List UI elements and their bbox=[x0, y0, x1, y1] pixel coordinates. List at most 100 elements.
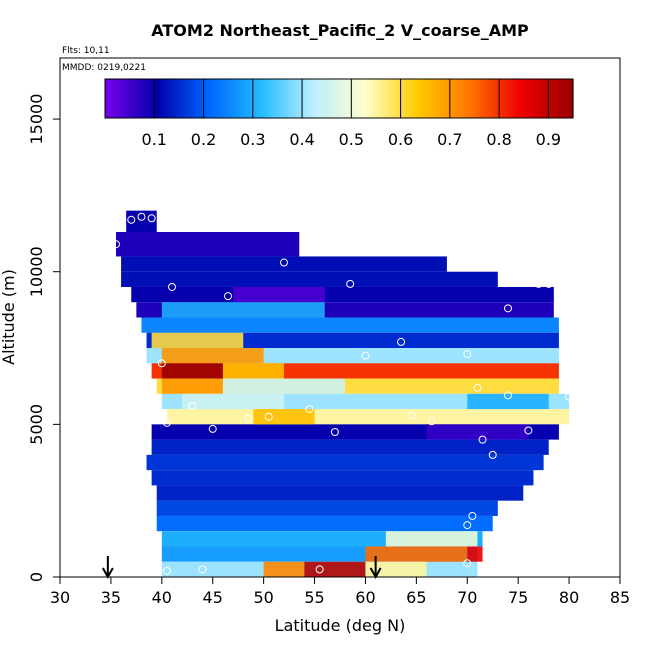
x-axis-title: Latitude (deg N) bbox=[275, 616, 406, 635]
colorbar-swatch bbox=[557, 79, 562, 118]
colorbar-swatch bbox=[487, 79, 492, 118]
sample-point bbox=[565, 392, 574, 401]
sample-point bbox=[162, 566, 171, 575]
colorbar-tick-label: 0.5 bbox=[339, 130, 364, 149]
colorbar-tick-label: 0.2 bbox=[191, 130, 216, 149]
sample-point bbox=[330, 427, 339, 436]
colorbar-swatch bbox=[483, 79, 488, 118]
colorbar-swatch bbox=[378, 79, 383, 118]
colorbar-swatch bbox=[537, 79, 543, 118]
x-tick-label: 35 bbox=[101, 588, 121, 607]
field-band bbox=[146, 332, 559, 349]
field-patch bbox=[365, 561, 427, 577]
colorbar-swatch bbox=[475, 79, 480, 118]
sample-point bbox=[157, 359, 166, 368]
colorbar-swatch bbox=[467, 79, 473, 118]
plot-frame bbox=[59, 57, 621, 578]
colorbar-swatch bbox=[354, 79, 360, 118]
colorbar-swatch bbox=[327, 79, 332, 118]
colorbar-swatch bbox=[307, 79, 313, 118]
colorbar-swatch bbox=[350, 79, 356, 118]
colorbar-swatch bbox=[171, 79, 176, 118]
colorbar-swatch bbox=[311, 79, 317, 118]
colorbar-swatch bbox=[370, 79, 375, 118]
colorbar-frame bbox=[104, 78, 574, 119]
colorbar-swatch bbox=[452, 79, 457, 118]
x-tick-label: 50 bbox=[253, 588, 273, 607]
colorbar-swatch bbox=[424, 79, 430, 118]
sample-point bbox=[437, 247, 446, 256]
x-tick-label: 55 bbox=[304, 588, 324, 607]
flight-arrow-head bbox=[369, 567, 382, 580]
colorbar-swatch bbox=[510, 79, 516, 118]
colorbar-swatch bbox=[397, 79, 402, 118]
y-axis: 0 5000 10000 15000 bbox=[27, 94, 60, 582]
colorbar-swatch bbox=[225, 79, 231, 118]
colorbar-swatch bbox=[186, 79, 192, 118]
field-patch bbox=[263, 561, 305, 577]
colorbar-swatch bbox=[565, 79, 570, 118]
sample-point bbox=[468, 511, 477, 520]
field-patch bbox=[253, 409, 315, 425]
colorbar-swatch bbox=[179, 79, 184, 118]
colorbar-swatch bbox=[549, 79, 555, 118]
field-patch bbox=[365, 546, 468, 562]
field-band bbox=[116, 232, 300, 257]
y-tick-label: 15000 bbox=[27, 94, 46, 145]
flight-arrows bbox=[101, 556, 382, 580]
colorbar-swatch bbox=[222, 79, 227, 118]
sample-point bbox=[498, 267, 507, 276]
colorbar-swatch bbox=[303, 79, 309, 118]
field-band bbox=[156, 500, 498, 516]
chart-title: ATOM2 Northeast_Pacific_2 V_coarse_AMP bbox=[151, 21, 529, 40]
y-tick-label: 10000 bbox=[27, 246, 46, 297]
colorbar-tick-label: 0.3 bbox=[240, 130, 265, 149]
colorbar-swatch bbox=[132, 79, 137, 118]
sample-point bbox=[463, 350, 472, 359]
x-tick-label: 40 bbox=[152, 588, 172, 607]
sample-point bbox=[162, 418, 171, 427]
colorbar-tick-label: 0.7 bbox=[437, 130, 462, 149]
colorbar-tick-label: 0.4 bbox=[289, 130, 314, 149]
sample-point bbox=[427, 417, 436, 426]
x-tick-label: 60 bbox=[355, 588, 375, 607]
colorbar-tick-label: 0.9 bbox=[536, 130, 561, 149]
colorbar-swatch bbox=[264, 79, 270, 118]
sample-point bbox=[168, 282, 176, 291]
colorbar-swatch bbox=[108, 79, 114, 118]
field-band bbox=[151, 439, 549, 455]
colorbar-swatch bbox=[432, 79, 438, 118]
y-tick-label: 0 bbox=[27, 572, 46, 582]
colorbar-swatch bbox=[498, 79, 504, 118]
colorbar-swatch bbox=[362, 79, 367, 118]
field-patch bbox=[182, 393, 284, 410]
colorbar-swatch bbox=[183, 79, 188, 118]
colorbar-swatch bbox=[346, 79, 352, 118]
colorbar-swatch bbox=[522, 79, 527, 118]
sample-point bbox=[504, 391, 512, 400]
sample-point bbox=[315, 565, 324, 574]
y-tick-label: 5000 bbox=[27, 404, 46, 445]
sample-point bbox=[198, 565, 207, 574]
x-tick-label: 70 bbox=[457, 588, 477, 607]
sample-point bbox=[463, 521, 472, 530]
colorbar-swatch bbox=[502, 79, 508, 118]
colorbar-swatch bbox=[144, 79, 149, 118]
colorbar-tick-label: 0.1 bbox=[142, 130, 167, 149]
colorbar-swatch bbox=[120, 79, 126, 118]
colorbar-swatch bbox=[459, 79, 465, 118]
colorbar-swatch bbox=[561, 79, 566, 118]
x-tick-label: 65 bbox=[406, 588, 426, 607]
colorbar-swatch bbox=[237, 79, 243, 118]
colorbar-swatch bbox=[342, 79, 348, 118]
colorbar-swatch bbox=[202, 79, 207, 118]
colorbar-swatch bbox=[417, 79, 422, 118]
colorbar-swatch bbox=[194, 79, 200, 118]
colorbar-swatch bbox=[268, 79, 274, 118]
x-tick-label: 45 bbox=[203, 588, 223, 607]
sample-point bbox=[478, 435, 487, 444]
colorbar-swatch bbox=[206, 79, 211, 118]
colorbar-tick-label: 0.8 bbox=[486, 130, 511, 149]
colorbar-swatch bbox=[335, 79, 340, 118]
